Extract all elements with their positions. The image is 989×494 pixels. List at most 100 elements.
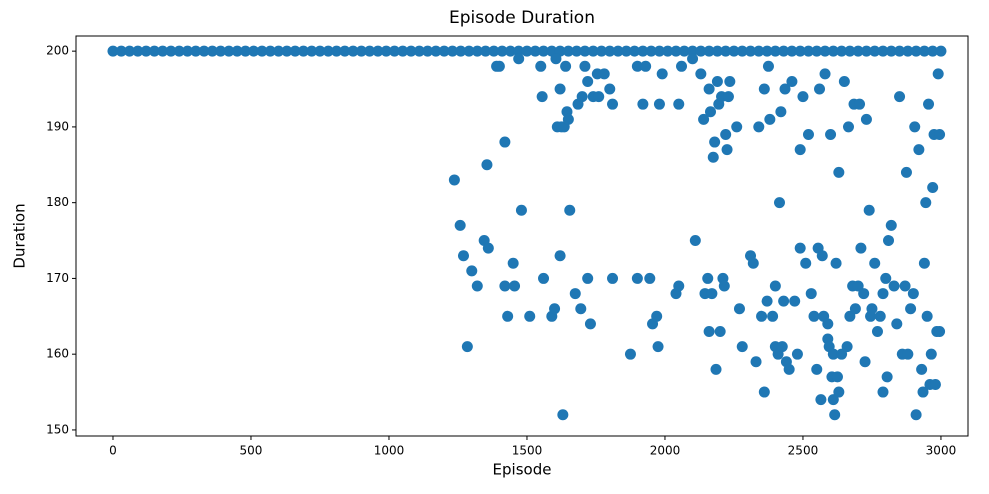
point [631,272,643,284]
y-tick-label: 180 [46,195,69,209]
point [607,272,619,284]
point [604,83,616,95]
point [466,265,478,277]
x-tick-label: 1500 [512,444,543,458]
point [612,45,624,57]
point [480,45,492,57]
point [877,288,889,300]
point [446,45,458,57]
point [844,45,856,57]
point [789,295,801,307]
point [863,204,875,216]
point [165,45,177,57]
point [322,45,334,57]
point [670,45,682,57]
point [907,288,919,300]
point [132,45,144,57]
point [783,363,795,375]
point [536,91,548,103]
x-tick-label: 2500 [788,444,819,458]
point [256,45,268,57]
point [471,280,483,292]
point [281,45,293,57]
point [173,45,185,57]
point [397,45,409,57]
point [488,45,500,57]
point [934,325,946,337]
point [854,98,866,110]
point [888,280,900,292]
point [762,60,774,72]
point [637,98,649,110]
point [513,45,525,57]
point [720,128,732,140]
point [562,45,574,57]
point [731,121,743,133]
point [569,288,581,300]
point [769,280,781,292]
point [822,318,834,330]
point [206,45,218,57]
point [388,45,400,57]
point [836,348,848,360]
point [695,68,707,80]
point [502,310,514,322]
point [849,303,861,315]
point [582,272,594,284]
y-tick-label: 200 [46,44,69,58]
point [513,53,525,65]
point [651,310,663,322]
point [706,288,718,300]
point [239,45,251,57]
point [538,272,550,284]
point [521,45,533,57]
point [811,45,823,57]
x-tick-label: 500 [240,444,263,458]
point [775,106,787,118]
point [773,197,785,209]
point [891,318,903,330]
point [794,242,806,254]
point [860,113,872,125]
point [852,45,864,57]
point [273,45,285,57]
point [894,45,906,57]
point [855,242,867,254]
point [881,371,893,383]
point [842,121,854,133]
point [190,45,202,57]
point [637,45,649,57]
point [493,60,505,72]
point [454,219,466,231]
point [571,45,583,57]
point [811,363,823,375]
point [710,363,722,375]
point [347,45,359,57]
point [733,303,745,315]
point [802,45,814,57]
point [877,386,889,398]
point [844,310,856,322]
point [157,45,169,57]
point [753,121,765,133]
point [819,68,831,80]
point [554,250,566,262]
point [910,409,922,421]
point [579,45,591,57]
point [877,45,889,57]
point [800,257,812,269]
point [297,45,309,57]
point [724,75,736,87]
point [703,83,715,95]
point [841,341,853,353]
point [711,45,723,57]
point [507,257,519,269]
point [918,257,930,269]
point [481,159,493,171]
point [827,348,839,360]
point [718,280,730,292]
point [736,45,748,57]
point [858,288,870,300]
point [509,280,521,292]
point [728,45,740,57]
